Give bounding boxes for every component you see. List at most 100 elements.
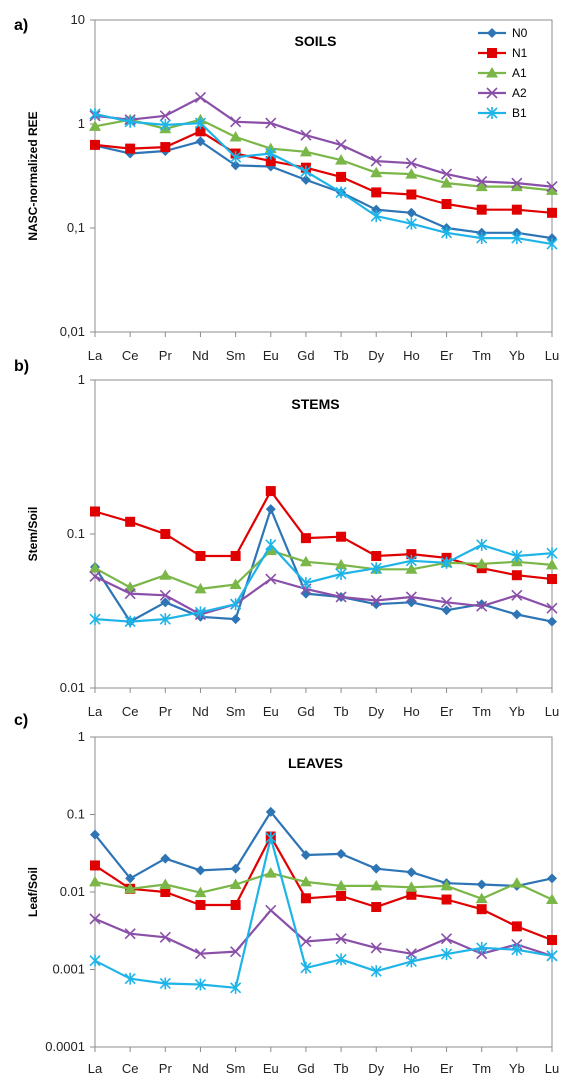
data-point <box>370 155 382 167</box>
data-point <box>440 933 453 945</box>
x-tick-label: Lu <box>545 1061 559 1076</box>
data-point <box>370 166 383 178</box>
data-point <box>406 889 417 900</box>
x-tick-label: Ho <box>403 1061 420 1076</box>
y-axis-label: Leaf/Soil <box>26 867 40 917</box>
x-tick-label: Tb <box>333 348 348 363</box>
series-line <box>94 490 553 581</box>
series-line <box>94 118 553 192</box>
y-tick-label: 0.01 <box>60 884 85 899</box>
y-tick-label: 0,01 <box>60 324 85 339</box>
data-point <box>159 118 171 131</box>
x-tick-label: Yb <box>509 704 525 719</box>
data-point <box>440 177 453 188</box>
legend-marker <box>486 107 498 119</box>
data-point <box>335 186 347 199</box>
data-point <box>511 204 522 215</box>
legend-label: N1 <box>512 46 528 60</box>
data-point <box>159 589 171 601</box>
data-point <box>547 574 557 585</box>
series-n1 <box>90 486 557 585</box>
data-point <box>511 921 522 932</box>
data-point <box>124 882 137 894</box>
data-point <box>335 567 347 580</box>
data-point <box>511 589 523 601</box>
data-point <box>406 867 417 878</box>
data-point <box>546 547 558 560</box>
panel-label: a) <box>14 17 28 34</box>
x-tick-label: Pr <box>159 704 173 719</box>
data-point <box>195 865 206 876</box>
data-point <box>230 946 242 958</box>
data-point <box>476 879 487 890</box>
data-point <box>405 881 418 892</box>
data-point <box>441 605 452 616</box>
data-point <box>124 588 136 600</box>
x-tick-label: Gd <box>297 1061 314 1076</box>
x-tick-label: Nd <box>192 348 209 363</box>
data-point <box>441 894 452 905</box>
data-point <box>265 806 276 817</box>
data-point <box>230 899 241 910</box>
series-a1 <box>89 113 558 195</box>
data-point <box>195 899 206 910</box>
series-n1 <box>90 126 557 218</box>
data-point <box>125 516 136 527</box>
x-tick-label: Dy <box>368 348 384 363</box>
x-tick-label: Dy <box>368 704 384 719</box>
series-a2 <box>89 91 558 193</box>
data-point <box>371 902 382 913</box>
data-point <box>300 961 312 974</box>
legend-item-n1: N1 <box>478 46 528 60</box>
data-point <box>265 831 277 844</box>
data-point <box>265 573 277 585</box>
data-point <box>370 965 382 978</box>
legend-label: A1 <box>512 66 527 80</box>
data-point <box>265 156 276 167</box>
legend-label: N0 <box>512 26 528 40</box>
data-point <box>124 115 136 128</box>
data-point <box>476 538 488 551</box>
chart-title: STEMS <box>291 396 339 412</box>
series-line <box>94 130 553 214</box>
x-tick-label: Pr <box>159 348 173 363</box>
y-tick-label: 1 <box>78 372 85 387</box>
panel-label: c) <box>14 712 28 729</box>
data-point <box>405 554 417 567</box>
data-point <box>406 207 417 218</box>
data-point <box>299 875 312 887</box>
series-n0 <box>90 806 557 891</box>
data-point <box>194 948 207 960</box>
data-point <box>195 126 206 137</box>
x-tick-label: Lu <box>545 704 559 719</box>
data-point <box>405 955 417 968</box>
data-point <box>300 850 311 861</box>
series-line <box>94 96 553 188</box>
data-point <box>230 598 242 611</box>
data-point <box>371 863 382 874</box>
x-tick-label: Eu <box>263 348 279 363</box>
data-point <box>160 853 171 864</box>
data-point <box>476 204 487 215</box>
data-point <box>300 165 312 178</box>
data-point <box>547 873 557 884</box>
data-point <box>160 597 171 608</box>
data-point <box>89 875 101 887</box>
data-point <box>511 232 523 245</box>
data-point <box>194 606 207 619</box>
x-tick-label: La <box>88 348 103 363</box>
data-point <box>230 160 241 171</box>
x-tick-label: Eu <box>263 704 279 719</box>
panel-label: b) <box>14 358 29 375</box>
series-a1 <box>89 867 558 905</box>
series-n0 <box>90 504 557 627</box>
y-tick-label: 1 <box>78 116 85 131</box>
x-tick-label: Ho <box>403 704 420 719</box>
data-point <box>90 139 100 150</box>
data-point <box>476 600 488 612</box>
data-point <box>160 142 171 153</box>
data-point <box>89 570 101 583</box>
